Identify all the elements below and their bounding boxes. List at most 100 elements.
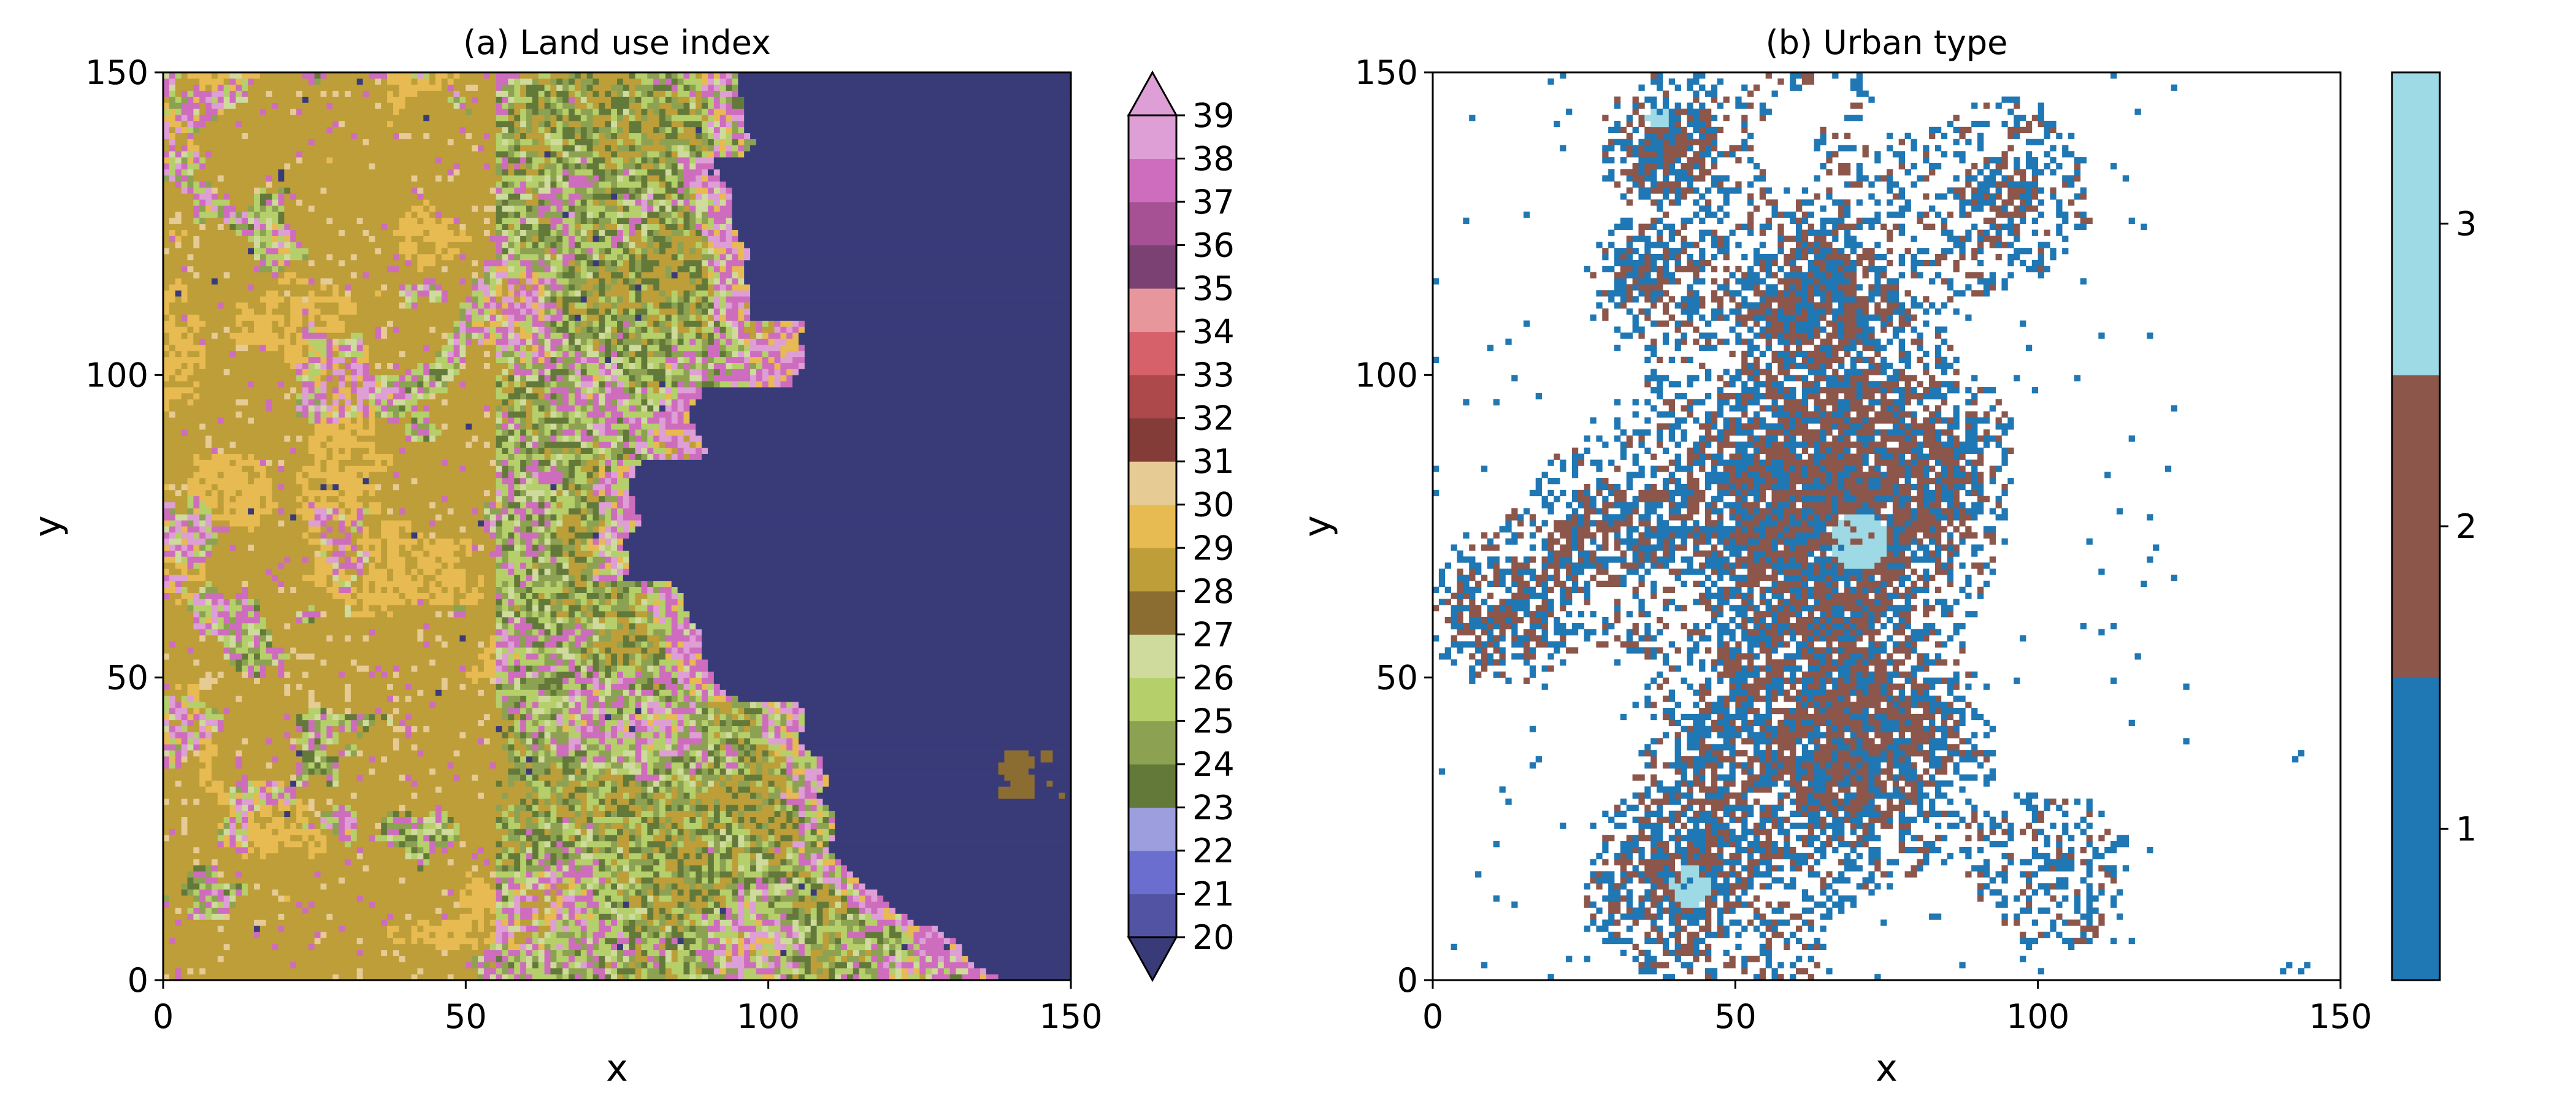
heatmap-cell [284,665,357,672]
heatmap-cell [375,714,381,720]
heatmap-cell [635,944,642,950]
heatmap-cell [478,962,484,968]
heatmap-cell [272,811,285,817]
heatmap-cell [508,853,520,859]
heatmap-cell [780,926,792,932]
heatmap-cell [581,641,587,647]
heatmap-cell [309,835,315,841]
heatmap-cell [720,877,732,883]
heatmap-cell [496,871,515,877]
heatmap-cell [393,454,496,460]
heatmap-cell [290,805,296,811]
heatmap-cell [496,678,502,684]
heatmap-cell [514,744,526,750]
heatmap-cell [236,835,242,841]
heatmap-cell [647,665,653,672]
heatmap-cell [635,865,642,872]
heatmap-cell [442,829,454,835]
heatmap-cell [569,822,575,829]
heatmap-cell [448,817,454,823]
heatmap-cell [562,448,569,454]
heatmap-cell [321,720,339,726]
heatmap-cell [508,932,514,938]
heatmap-cell [496,575,515,581]
heatmap-cell [302,762,309,769]
heatmap-cell [569,526,575,532]
heatmap-cell [762,926,769,932]
heatmap-cell [412,938,418,944]
heatmap-cell [678,689,684,696]
heatmap-cell [623,587,629,593]
heatmap-cell [678,744,684,750]
heatmap-cell [532,545,539,551]
heatmap-cell [526,496,532,502]
heatmap-cell [532,478,539,484]
heatmap-cell [290,514,296,520]
heatmap-cell [429,587,442,593]
heatmap-cell [315,799,327,805]
heatmap-cell [520,895,526,902]
heatmap-cell [817,938,823,944]
heatmap-cell [611,484,629,490]
heatmap-cell [508,556,532,562]
heatmap-cell [853,913,859,919]
heatmap-cell [792,865,805,872]
heatmap-cell [182,593,194,599]
heatmap-cell [218,822,224,829]
heatmap-cell [769,950,775,956]
heatmap-cell [272,459,278,466]
heatmap-cell [502,708,508,714]
heatmap-cell [357,526,363,532]
heatmap-cell [569,556,575,562]
heatmap-cell [593,932,605,938]
heatmap-cell [163,539,169,545]
heatmap-cell [605,780,611,786]
heatmap-cell [775,944,787,950]
heatmap-cell [550,569,556,575]
heatmap-cell [321,841,327,847]
heatmap-cell [762,871,769,877]
heatmap-cell [647,448,653,454]
heatmap-cell [508,672,526,678]
heatmap-cell [1041,750,1053,756]
heatmap-cell [351,841,388,847]
heatmap-cell [339,732,357,738]
heatmap-cell [502,883,508,889]
heatmap-cell [865,919,878,926]
heatmap-cell [266,853,309,859]
heatmap-cell [315,938,321,944]
heatmap-cell [532,938,539,944]
heatmap-cell [792,841,805,847]
heatmap-cell [284,684,290,690]
heatmap-cell [532,895,539,902]
heatmap-cell [659,750,678,756]
heatmap-cell [442,611,448,617]
heatmap-cell [484,442,490,448]
heatmap-cell [756,962,762,968]
heatmap-cell [199,496,218,502]
heatmap-cell [641,520,1071,526]
heatmap-cell [545,968,551,974]
heatmap-cell [309,726,315,732]
heatmap-cell [678,442,690,448]
heatmap-cell [702,968,714,974]
heatmap-cell [629,780,635,786]
heatmap-cell [665,962,684,968]
heatmap-cell [689,950,696,956]
heatmap-cell [714,835,720,841]
heatmap-cell [163,532,169,539]
heatmap-cell [454,605,466,611]
heatmap-cell [339,514,345,520]
heatmap-cell [212,520,230,526]
heatmap-cell [581,805,587,811]
heatmap-cell [242,672,248,678]
heatmap-cell [895,962,902,968]
heatmap-cell [769,932,775,938]
heatmap-cell [702,442,1071,448]
heatmap-cell [835,913,841,919]
heatmap-cell [169,732,175,738]
heatmap-cell [321,932,327,938]
heatmap-cell [387,545,399,551]
heatmap-cell [895,938,902,944]
heatmap-cell [659,805,665,811]
